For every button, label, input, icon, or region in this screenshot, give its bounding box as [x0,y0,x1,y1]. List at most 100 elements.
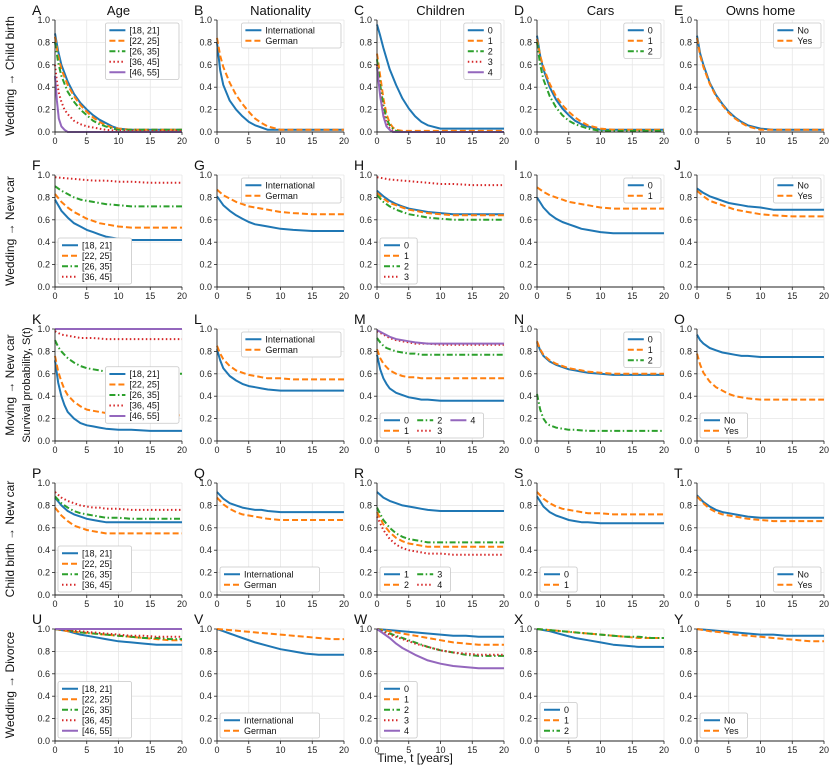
x-tick-label: 10 [595,599,605,609]
x-tick-label: 5 [726,599,731,609]
legend-label: International [244,569,294,579]
legend-label: 0 [648,180,653,190]
x-tick-label: 20 [659,599,669,609]
x-tick-label: 10 [435,745,445,755]
panel-letter: W [354,611,368,627]
legend-frame [57,681,132,739]
y-tick-label: 0.8 [199,37,212,47]
panel-letter: D [514,2,524,18]
legend-label: [46, 55] [82,726,112,736]
legend-label: 2 [648,46,653,56]
x-tick-label: 5 [406,745,411,755]
legend-label: International [265,334,315,344]
y-tick-label: 0.2 [519,568,532,578]
x-tick-label: 15 [145,745,155,755]
y-tick-label: 1.0 [359,15,372,25]
series-line-W-2 [376,628,504,657]
legend-label: 0 [564,569,569,579]
y-tick-label: 1.0 [199,170,212,180]
x-tick-label: 15 [145,291,155,301]
legend-label: 1 [488,36,493,46]
panel-letter: F [32,157,41,173]
y-tick-label: 0.0 [37,127,50,137]
y-tick-label: 0.2 [359,260,372,270]
y-tick-label: 0.6 [679,669,692,679]
y-tick-label: 1.0 [199,624,212,634]
y-tick-label: 1.0 [359,170,372,180]
x-tick-label: 15 [307,291,317,301]
legend-label: [26, 35] [82,569,112,579]
y-tick-label: 0.6 [679,215,692,225]
x-tick-label: 10 [595,445,605,455]
series-line-F-2 [54,185,182,208]
x-tick-label: 5 [726,136,731,146]
series-line-H-2 [376,194,504,221]
y-tick-label: 0.2 [37,414,50,424]
y-tick-label: 0.8 [519,37,532,47]
y-tick-label: 0.6 [37,523,50,533]
y-tick-label: 0.6 [37,669,50,679]
x-tick-label: 5 [726,291,731,301]
series-line-I-1 [536,186,664,210]
series-line-T-1 [696,495,824,523]
y-tick-label: 0.6 [679,523,692,533]
x-tick-label: 15 [467,599,477,609]
y-tick-label: 0.4 [37,391,50,401]
y-tick-label: 0.0 [199,282,212,292]
x-tick-label: 0 [534,291,539,301]
y-tick-label: 0.2 [679,260,692,270]
y-tick-label: 0.0 [519,736,532,746]
y-tick-label: 0.8 [679,500,692,510]
series-line-L-0 [216,348,344,392]
x-tick-label: 10 [113,445,123,455]
x-tick-label: 5 [406,599,411,609]
y-tick-label: 0.8 [37,192,50,202]
y-tick-label: 0.6 [679,60,692,70]
series-line-Q-0 [216,491,344,514]
legend-I: 01 [623,177,662,204]
x-tick-label: 0 [534,745,539,755]
x-tick-label: 0 [214,445,219,455]
y-tick-label: 0.4 [519,237,532,247]
y-tick-label: 0.2 [359,714,372,724]
row-title: Wedding → New car [3,176,17,286]
legend-M: 01 23 4 [379,412,484,439]
y-tick-label: 1.0 [359,624,372,634]
y-tick-label: 0.0 [519,436,532,446]
legend-label: German [244,580,277,590]
legend-label: German [265,36,298,46]
series-line-R-1 [376,511,504,548]
y-tick-label: 0.0 [37,436,50,446]
series-line-O-0 [696,334,824,358]
x-tick-label: 5 [84,599,89,609]
legend-label: German [265,191,298,201]
y-tick-label: 1.0 [37,170,50,180]
y-tick-label: 0.0 [199,436,212,446]
panel-F: 0 5 10 15 20 0.0 0.2 0.4 0.6 0.8 1.0F [18, 21][22, … [32,157,187,301]
y-tick-label: 1.0 [359,478,372,488]
series-line-M-4 [376,329,504,345]
y-tick-label: 0.8 [37,646,50,656]
legend-frame [240,22,342,49]
x-tick-label: 20 [339,745,349,755]
y-tick-label: 0.0 [519,590,532,600]
panel-letter: S [514,465,523,481]
x-tick-label: 20 [819,136,829,146]
x-tick-label: 0 [374,745,379,755]
series-line-N-2 [536,393,664,432]
y-tick-label: 0.4 [359,391,372,401]
x-tick-label: 5 [84,136,89,146]
legend-label: 2 [564,726,569,736]
y-tick-label: 0.2 [519,714,532,724]
y-tick-label: 0.8 [679,192,692,202]
x-tick-label: 5 [566,445,571,455]
x-tick-label: 15 [787,291,797,301]
y-tick-label: 0.8 [199,646,212,656]
